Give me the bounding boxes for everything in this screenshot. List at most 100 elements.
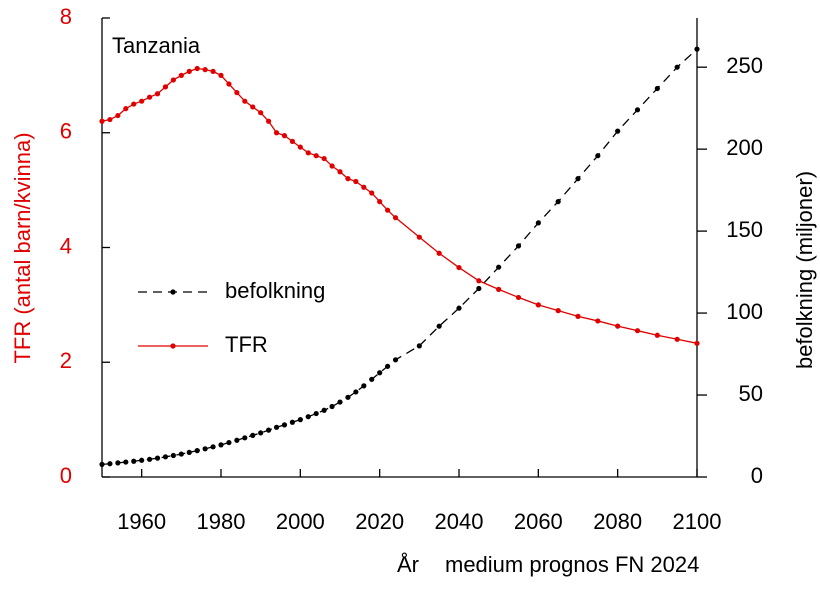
data-point (242, 435, 248, 441)
y-tick-label: 4 (60, 233, 72, 258)
data-point (694, 46, 700, 52)
data-point (123, 459, 129, 465)
data-point (123, 106, 129, 112)
data-point (131, 458, 137, 464)
data-point (178, 451, 184, 457)
data-point (218, 442, 224, 448)
data-point (345, 394, 351, 400)
y-tick-label: 0 (60, 463, 72, 488)
data-point (194, 65, 200, 72)
data-point (226, 439, 232, 446)
y-tick-label: 6 (60, 119, 72, 144)
data-point (361, 383, 367, 389)
data-point (329, 403, 335, 410)
data-point (305, 414, 311, 420)
data-point (385, 207, 391, 213)
data-point (139, 457, 145, 463)
y2-tick-label: 150 (726, 217, 763, 242)
data-point (115, 460, 121, 466)
data-point (242, 98, 248, 104)
data-point (436, 250, 442, 256)
y-tick-label: 8 (60, 4, 72, 29)
data-point (258, 110, 264, 116)
series-line (101, 67, 698, 344)
data-point (202, 446, 208, 452)
x-axis-label: År (397, 552, 419, 577)
data-point (99, 461, 105, 467)
note: medium prognos FN 2024 (445, 552, 699, 577)
data-point (186, 68, 192, 74)
y2-tick-label: 50 (739, 381, 763, 406)
data-point (305, 150, 311, 156)
data-point (535, 302, 541, 308)
data-point (210, 68, 216, 74)
x-tick-label: 2100 (673, 509, 722, 534)
data-point (353, 389, 359, 395)
y2-axis-label: befolkning (miljoner) (792, 171, 817, 369)
y2-tick-label: 200 (726, 135, 763, 160)
x-tick-label: 2020 (355, 509, 404, 534)
data-point (575, 313, 581, 319)
y2-tick-label: 100 (726, 299, 763, 324)
x-tick-label: 2040 (435, 509, 484, 534)
data-point (210, 444, 216, 450)
data-point (313, 153, 319, 159)
data-point (329, 163, 335, 169)
data-point (575, 176, 581, 182)
data-point (115, 112, 121, 119)
data-point (289, 138, 295, 144)
data-point (186, 449, 192, 456)
data-point (369, 376, 375, 382)
data-point (218, 72, 224, 78)
data-point (674, 64, 680, 70)
data-point (178, 72, 184, 78)
data-point (361, 184, 367, 190)
data-point (273, 424, 280, 430)
data-point (377, 199, 383, 205)
series-line (101, 48, 698, 466)
data-point (162, 454, 169, 460)
data-point (170, 452, 176, 459)
legend-label: befolkning (225, 278, 325, 303)
data-point (147, 94, 153, 100)
data-point (476, 285, 482, 292)
x-tick-label: 2080 (593, 509, 642, 534)
data-point (337, 169, 343, 175)
data-point (297, 417, 303, 423)
data-point (313, 410, 319, 417)
data-point (674, 336, 680, 342)
data-point (555, 308, 561, 314)
data-point (456, 305, 462, 311)
y2-tick-label: 250 (726, 53, 763, 78)
x-tick-label: 1980 (197, 509, 246, 534)
data-point (154, 455, 161, 461)
data-point (289, 419, 295, 425)
data-point (266, 118, 272, 124)
data-point (476, 278, 482, 284)
data-point (170, 77, 176, 83)
y-tick-label: 2 (60, 348, 72, 373)
data-point (337, 399, 343, 405)
data-point (385, 363, 391, 369)
data-point (321, 407, 327, 413)
data-point (694, 340, 700, 346)
data-point (615, 128, 621, 134)
data-point (345, 176, 351, 182)
data-point (353, 178, 359, 185)
data-point (555, 199, 561, 205)
data-point (147, 456, 153, 462)
x-tick-label: 2000 (276, 509, 325, 534)
data-point (194, 448, 200, 454)
data-point (202, 67, 208, 73)
data-point (634, 328, 641, 334)
data-point (281, 133, 288, 139)
data-point (595, 318, 601, 324)
data-point (416, 234, 422, 240)
data-point (535, 220, 541, 226)
data-point (654, 85, 660, 92)
data-point (131, 101, 137, 107)
data-point (456, 264, 462, 271)
y-axis-label: TFR (antal barn/kvinna) (10, 132, 35, 363)
chart-title: Tanzania (112, 33, 201, 58)
